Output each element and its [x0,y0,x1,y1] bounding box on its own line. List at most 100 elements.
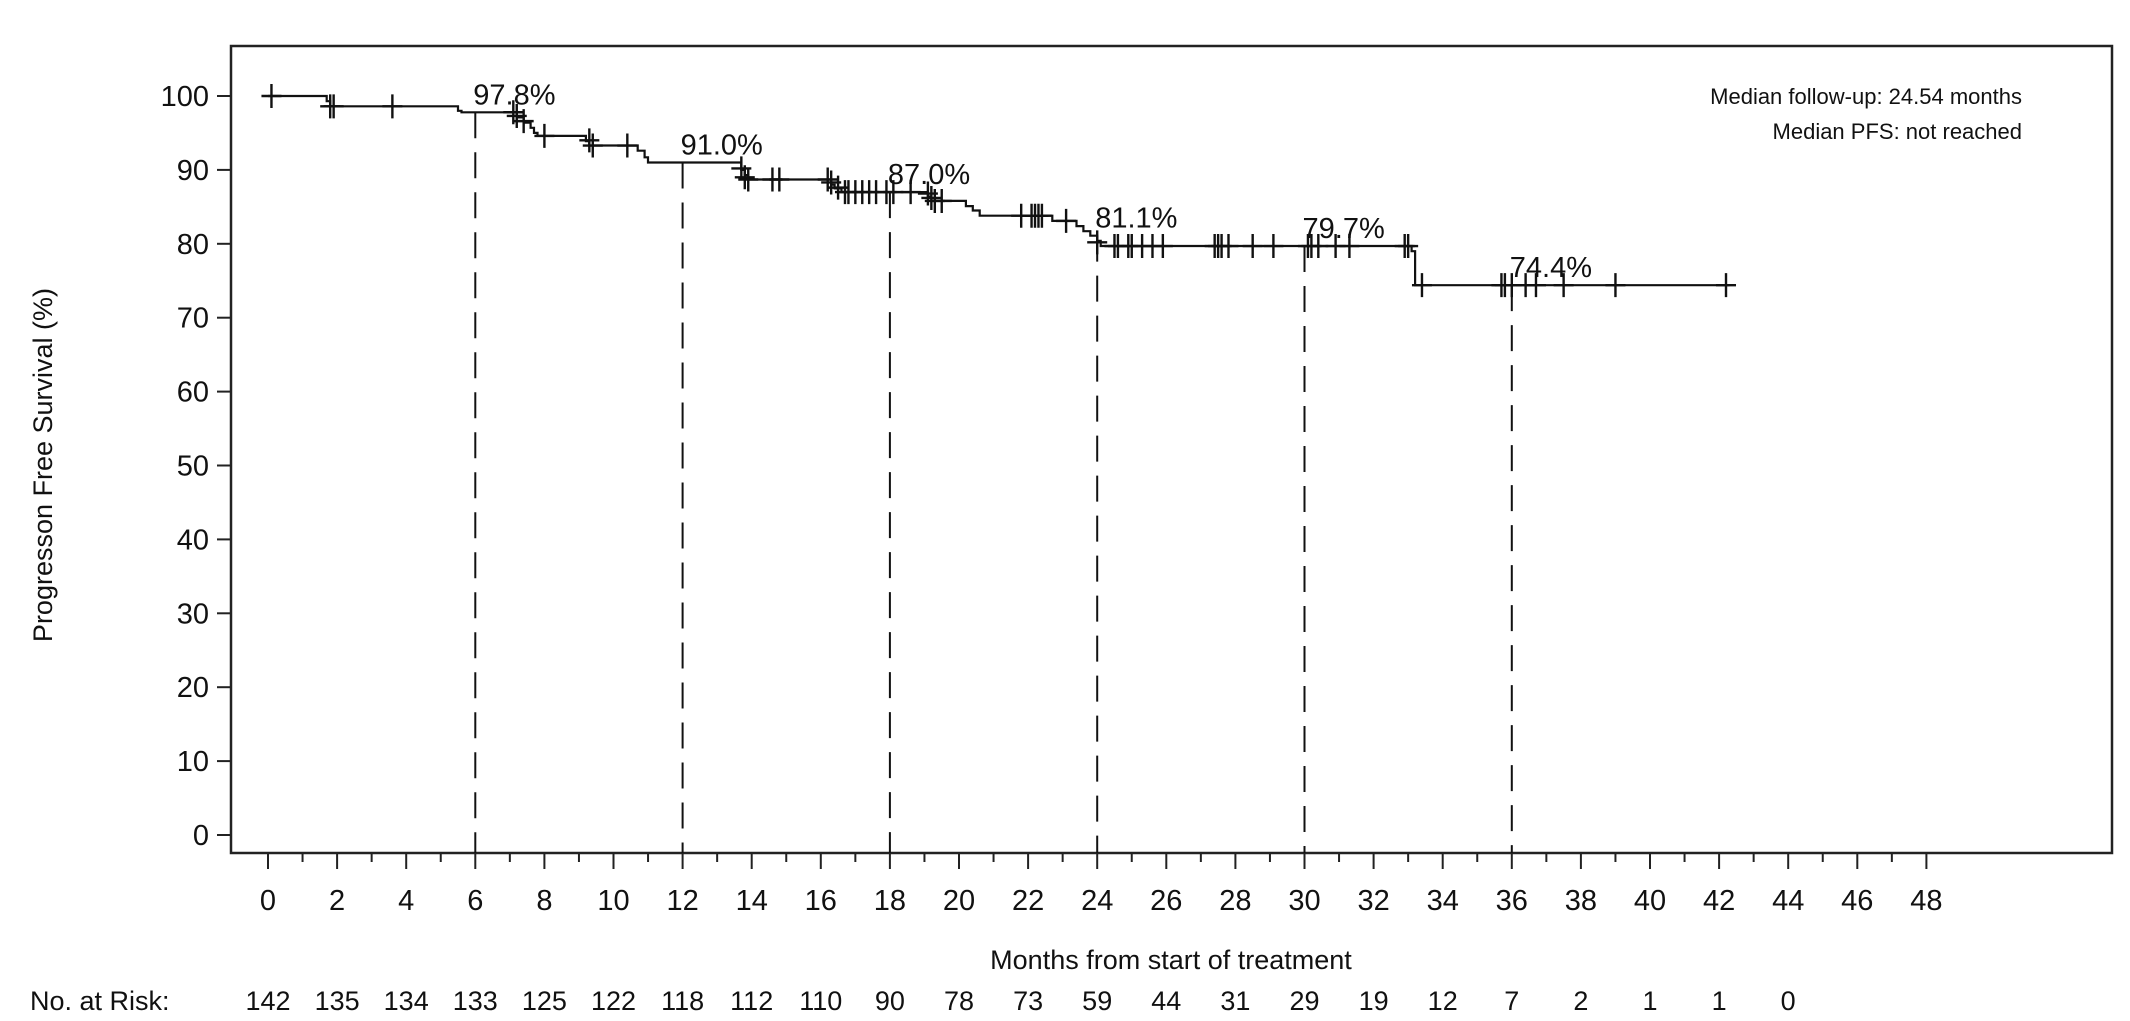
landmark-label: 79.7% [1303,213,1385,245]
censor-mark [1339,234,1360,259]
y-tick-label: 30 [177,598,209,630]
risk-count: 133 [453,986,498,1016]
risk-count: 110 [799,986,842,1016]
censor-mark [1525,273,1546,298]
risk-count: 90 [875,986,905,1016]
risk-count: 78 [944,986,974,1016]
y-tick-label: 80 [177,229,209,261]
censor-mark [931,188,952,213]
risk-count: 29 [1289,986,1319,1016]
censor-mark [1152,234,1173,259]
x-tick-label: 46 [1841,885,1873,917]
censor-marks [261,84,1737,298]
censor-mark [1242,234,1263,259]
landmark-label: 74.4% [1510,252,1592,284]
y-tick-label: 90 [177,155,209,187]
median-follow-up-text: Median follow-up: 24.54 months [1710,84,2022,109]
landmark-lines: 97.8%91.0%87.0%81.1% 79.7%74.4% [473,79,1592,853]
risk-count: 73 [1013,986,1043,1016]
x-axis: 0 2 4 6 8 10 12 14 16 18 20 22 24 26 28 30 32 34 36 38 40 42 4… [260,853,1943,917]
x-tick-label: 42 [1703,885,1735,917]
risk-count: 118 [661,986,704,1016]
x-tick-label: 10 [597,885,629,917]
x-tick-label: 38 [1565,885,1597,917]
x-tick-label: 2 [329,885,345,917]
risk-count: 7 [1504,986,1519,1016]
censor-mark [734,165,755,190]
x-tick-label: 28 [1219,885,1251,917]
risk-count: 142 [245,986,290,1016]
x-tick-label: 30 [1288,885,1320,917]
y-axis: 0 10 20 30 40 50 60 70 80 90 100 [161,81,231,852]
censor-mark [769,167,790,192]
x-tick-label: 32 [1357,885,1389,917]
x-tick-label: 8 [536,885,552,917]
x-tick-label: 0 [260,885,276,917]
x-tick-label: 14 [736,885,768,917]
censor-mark [382,94,403,119]
y-tick-label: 40 [177,524,209,556]
landmark-label: 81.1% [1095,203,1177,235]
y-axis-title-group: Progresson Free Survival (%) [28,288,58,642]
risk-table-label: No. at Risk: [30,986,170,1016]
risk-table: No. at Risk: 142 135 134 133 125 122 118 112 110… [30,986,1796,1016]
censor-mark [1218,234,1239,259]
x-axis-title: Months from start of treatment [990,945,1352,975]
risk-count: 112 [730,986,773,1016]
y-tick-label: 70 [177,303,209,335]
risk-count: 44 [1151,986,1181,1016]
censor-mark [883,180,904,205]
median-pfs-text: Median PFS: not reached [1773,119,2022,144]
censor-mark [323,94,344,119]
censor-mark [503,100,524,125]
censor-mark [1553,273,1574,298]
x-tick-label: 18 [874,885,906,917]
y-tick-label: 50 [177,451,209,483]
y-tick-label: 10 [177,746,209,778]
censor-mark [579,128,600,153]
censor-mark [1087,230,1108,255]
risk-count: 135 [315,986,360,1016]
censor-mark [1398,234,1419,259]
plot-border [229,44,2114,855]
censor-mark [534,123,555,148]
x-tick-label: 48 [1910,885,1942,917]
risk-count: 12 [1428,986,1458,1016]
x-tick-label: 34 [1427,885,1459,917]
risk-count: 1 [1642,986,1657,1016]
censor-mark [738,167,759,192]
plot-frame [229,44,2114,855]
censor-mark [261,84,282,108]
x-tick-label: 20 [943,885,975,917]
censor-mark [1716,273,1737,298]
censor-mark [921,185,942,210]
risk-count: 59 [1082,986,1112,1016]
x-tick-label: 16 [805,885,837,917]
y-axis-title: Progresson Free Survival (%) [28,288,58,642]
y-tick-label: 60 [177,377,209,409]
censor-mark [1411,273,1432,298]
x-tick-label: 12 [666,885,698,917]
risk-count: 1 [1712,986,1727,1016]
info-box: Median follow-up: 24.54 months Median PF… [1710,84,2022,144]
y-tick-label: 100 [161,81,209,113]
x-tick-label: 36 [1496,885,1528,917]
x-tick-label: 24 [1081,885,1113,917]
risk-count: 2 [1573,986,1588,1016]
y-tick-label: 20 [177,672,209,704]
x-tick-label: 22 [1012,885,1044,917]
x-tick-label: 40 [1634,885,1666,917]
x-tick-label: 6 [467,885,483,917]
x-tick-label: 26 [1150,885,1182,917]
censor-mark [900,180,921,205]
x-tick-label: 44 [1772,885,1804,917]
y-tick-label: 0 [193,820,209,852]
risk-count: 0 [1781,986,1796,1016]
censor-mark [513,109,534,134]
censor-mark [1263,234,1284,259]
x-tick-label: 4 [398,885,414,917]
censor-mark [1031,203,1052,228]
risk-count: 19 [1359,986,1389,1016]
censor-mark [817,167,838,192]
